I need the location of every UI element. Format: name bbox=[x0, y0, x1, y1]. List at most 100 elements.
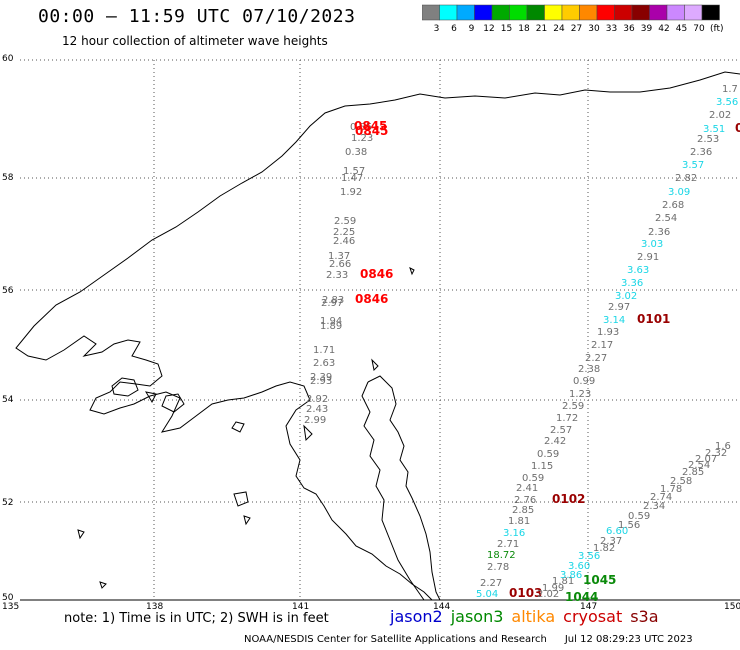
wave-height-label: 1.47 bbox=[341, 173, 363, 184]
wave-height-label: 2.93 bbox=[310, 376, 332, 387]
lon-label-135: 135 bbox=[2, 602, 19, 612]
wave-height-label: 2.39 bbox=[310, 372, 332, 383]
pass-time-label: 0846 bbox=[355, 292, 388, 306]
wave-height-label: 2.63 bbox=[313, 358, 335, 369]
wave-height-label: 0.59 bbox=[628, 511, 650, 522]
color-scale-label: 30 bbox=[588, 24, 600, 34]
color-scale-cell bbox=[614, 4, 633, 21]
color-scale-cell bbox=[579, 4, 598, 21]
wave-height-label: 0.85 bbox=[350, 122, 372, 133]
lat-label-50: 50 bbox=[2, 593, 14, 603]
wave-height-label: 1.57 bbox=[343, 166, 365, 177]
color-scale-label: 27 bbox=[571, 24, 582, 34]
observation-labels: 0.851.230.381.571.471.922.592.252.461.37… bbox=[304, 84, 740, 604]
wave-height-label: 2.42 bbox=[544, 436, 566, 447]
wave-height-label: 2.36 bbox=[690, 147, 712, 158]
wave-height-label: 2.43 bbox=[306, 404, 328, 415]
legend-s3a: s3a bbox=[630, 607, 659, 626]
wave-height-label: 1.89 bbox=[320, 321, 342, 332]
legend-jason3: jason3 bbox=[450, 607, 504, 626]
sakhalin-island bbox=[361, 375, 441, 601]
wave-height-label: 1.72 bbox=[556, 413, 578, 424]
pass-time-label: 0101 bbox=[637, 312, 670, 326]
color-scale-label: 15 bbox=[501, 24, 512, 34]
color-scale-label: 24 bbox=[553, 24, 565, 34]
wave-height-label: 2.74 bbox=[650, 492, 672, 503]
pass-time-label: 0845 bbox=[355, 124, 388, 138]
lat-label-52: 52 bbox=[2, 498, 13, 508]
pass-time-label: 0103 bbox=[509, 586, 542, 600]
wave-height-label: 1.37 bbox=[328, 251, 350, 262]
wave-height-label: 2.78 bbox=[487, 562, 509, 573]
color-scale-label: 36 bbox=[623, 24, 635, 34]
wave-height-label: 2.85 bbox=[512, 505, 534, 516]
wave-height-label: 3.56 bbox=[716, 97, 738, 108]
color-scale-cell bbox=[631, 4, 650, 21]
wave-height-label: 3.86 bbox=[560, 570, 582, 581]
wave-height-label: 1.92 bbox=[340, 187, 362, 198]
legend-jason2: jason2 bbox=[390, 607, 443, 626]
lon-label-138: 138 bbox=[146, 602, 163, 612]
wave-height-label: 3.09 bbox=[668, 187, 690, 198]
pass-time-label: 1044 bbox=[565, 590, 598, 604]
wave-height-label: 2.57 bbox=[550, 425, 572, 436]
color-scale-label: 42 bbox=[658, 24, 669, 34]
wave-height-label: 2.92 bbox=[306, 394, 328, 405]
wave-height-label: 0.99 bbox=[573, 376, 595, 387]
wave-height-label: 2.97 bbox=[608, 302, 630, 313]
wave-height-label: 18.72 bbox=[487, 550, 516, 561]
wave-height-label: 2.85 bbox=[682, 467, 704, 478]
wave-height-label: 2.54 bbox=[688, 460, 710, 471]
lat-label-58: 58 bbox=[2, 173, 14, 183]
wave-height-label: 2.33 bbox=[326, 270, 348, 281]
pass-time-label: 0 bbox=[735, 121, 740, 135]
wave-height-label: 2.99 bbox=[304, 415, 326, 426]
lon-label-141: 141 bbox=[292, 602, 309, 612]
wave-height-label: 2.27 bbox=[585, 353, 607, 364]
lon-label-147: 147 bbox=[580, 602, 597, 612]
wave-height-label: 2.58 bbox=[670, 476, 692, 487]
wave-height-label: 0.38 bbox=[345, 147, 367, 158]
pass-time-label: 1045 bbox=[583, 573, 616, 587]
wave-height-label: 2.38 bbox=[578, 364, 600, 375]
wave-height-label: 0.59 bbox=[522, 473, 544, 484]
wave-height-label: 2.27 bbox=[480, 578, 502, 589]
wave-height-label: 1.81 bbox=[508, 516, 530, 527]
color-scale-label: 45 bbox=[676, 24, 687, 34]
color-scale-cell bbox=[649, 4, 668, 21]
wave-height-label: 1.7 bbox=[722, 84, 738, 95]
pass-time-label: 0846 bbox=[360, 267, 393, 281]
wave-height-label: 3.56 bbox=[578, 551, 600, 562]
color-scale-label: 18 bbox=[518, 24, 530, 34]
page-title: 00:00 – 11:59 UTC 07/10/2023 bbox=[38, 6, 356, 27]
wave-height-label: 2.97 bbox=[321, 298, 343, 309]
color-scale-labels: 3 6 9 12 15 18 21 24 27 30 33 36 39 42 45 70 bbox=[434, 24, 705, 34]
pass-time-label: 0845 bbox=[354, 119, 387, 133]
lat-label-60: 60 bbox=[2, 54, 14, 64]
wave-height-label: 2.36 bbox=[648, 227, 670, 238]
wave-height-label: 2.68 bbox=[662, 200, 684, 211]
wave-height-label: 3.16 bbox=[503, 528, 525, 539]
lon-label-150: 150 bbox=[724, 602, 740, 612]
small-islands bbox=[77, 267, 415, 589]
wave-height-label: 1.56 bbox=[618, 520, 640, 531]
wave-height-label: 1.82 bbox=[593, 543, 615, 554]
color-scale-cell bbox=[596, 4, 615, 21]
wave-height-label: 2.82 bbox=[675, 173, 697, 184]
legend-altika: altika bbox=[511, 607, 556, 626]
coastline bbox=[15, 71, 740, 601]
wave-height-label: 3.36 bbox=[621, 278, 643, 289]
color-scale-cell bbox=[422, 4, 440, 21]
wave-height-label: 5.04 bbox=[476, 589, 498, 600]
color-scale-cell bbox=[561, 4, 580, 21]
wave-height-label: 2.02 bbox=[537, 589, 559, 600]
color-scale-label: 12 bbox=[483, 24, 494, 34]
wave-height-label: 2.32 bbox=[705, 448, 727, 459]
color-scale-cell bbox=[544, 4, 563, 21]
wave-height-label: 3.60 bbox=[568, 561, 590, 572]
axis-labels: 60 58 56 54 52 50 135 138 141 144 147 15… bbox=[2, 54, 740, 612]
wave-height-label: 2.71 bbox=[497, 539, 519, 550]
wave-height-label: 3.51 bbox=[703, 124, 725, 135]
